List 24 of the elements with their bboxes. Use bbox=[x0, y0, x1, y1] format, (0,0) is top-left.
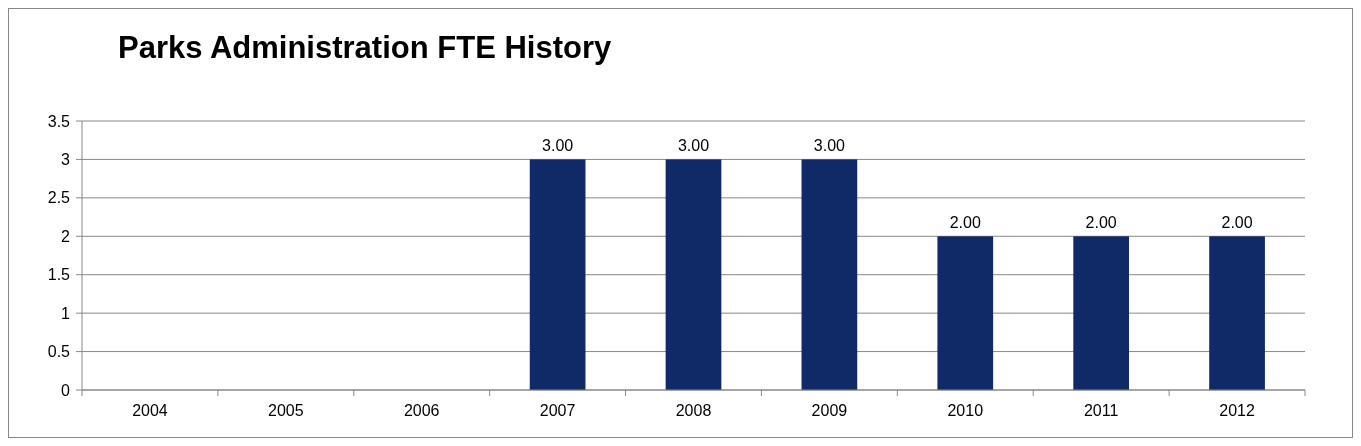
data-label: 3.00 bbox=[542, 137, 574, 155]
y-tick-label: 3.5 bbox=[47, 112, 71, 130]
y-tick-label: 1.5 bbox=[47, 266, 71, 284]
x-tick-label: 2006 bbox=[403, 402, 440, 419]
data-label: 3.00 bbox=[677, 137, 710, 155]
y-tick-label: 0.5 bbox=[47, 343, 71, 361]
y-tick-label: 3 bbox=[61, 151, 71, 169]
x-tick-label: 2007 bbox=[539, 402, 576, 419]
x-tick-label: 2009 bbox=[811, 402, 848, 419]
y-tick-label: 1 bbox=[61, 304, 71, 322]
y-tick-label: 2 bbox=[61, 227, 71, 245]
x-tick-label: 2004 bbox=[132, 402, 168, 419]
x-tick-label: 2008 bbox=[675, 402, 712, 419]
x-tick-label: 2012 bbox=[1219, 402, 1255, 419]
x-tick-label: 2005 bbox=[268, 402, 304, 419]
data-label: 3.00 bbox=[813, 137, 846, 155]
data-label: 2.00 bbox=[1221, 214, 1253, 232]
y-tick-label: 0 bbox=[61, 381, 71, 399]
data-label: 2.00 bbox=[949, 214, 981, 232]
x-tick-label: 2011 bbox=[1083, 402, 1119, 419]
chart-title: Parks Administration FTE History bbox=[118, 30, 612, 65]
data-label: 2.00 bbox=[1085, 214, 1117, 232]
y-tick-label: 2.5 bbox=[47, 189, 71, 207]
x-tick-label: 2010 bbox=[947, 402, 984, 419]
